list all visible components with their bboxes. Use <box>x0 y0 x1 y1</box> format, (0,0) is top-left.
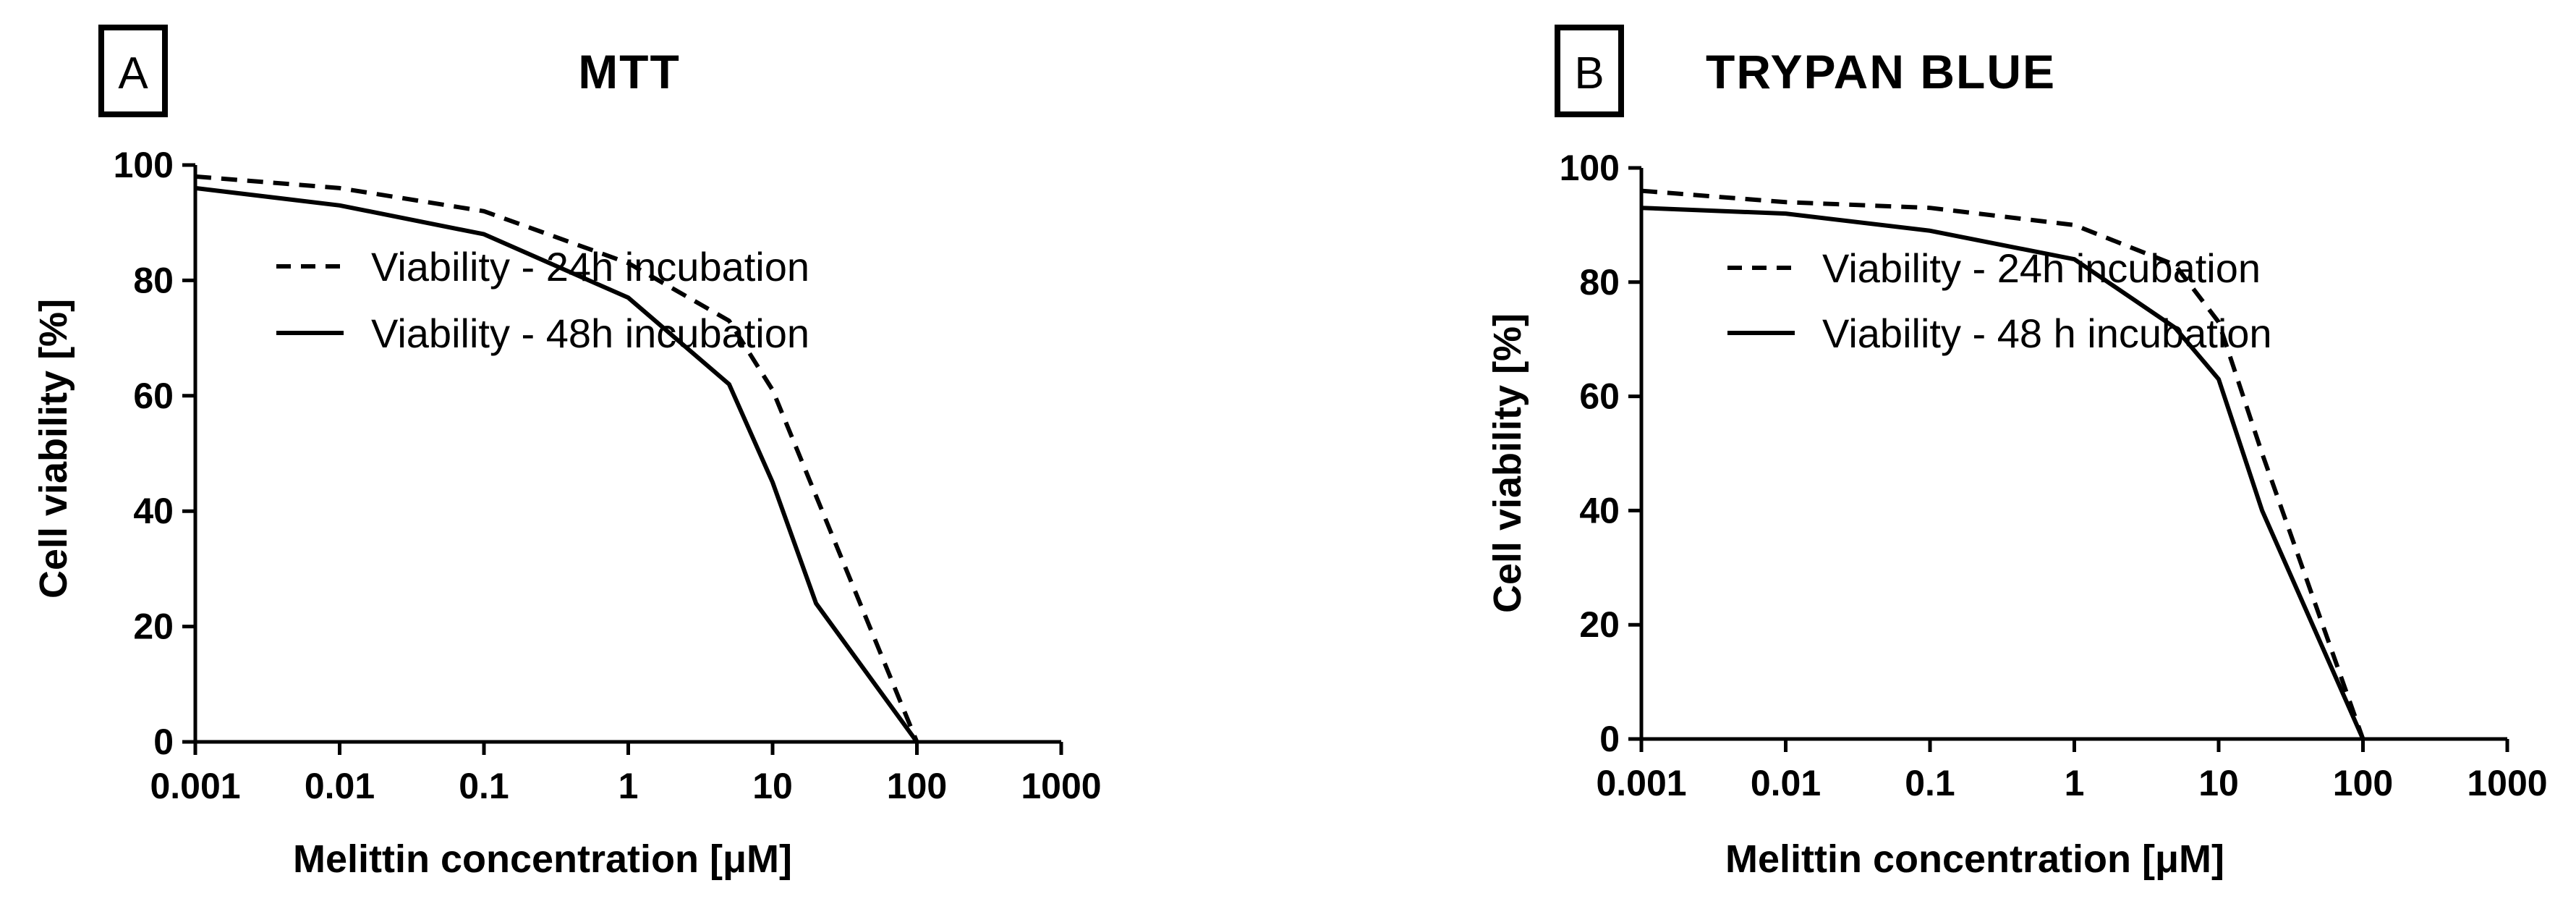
plot-area: 0.001 0.01 0.1 1 10 100 1000 0 20 40 60 80 100 <box>114 145 1102 806</box>
panel-letter-box <box>98 25 168 117</box>
y-axis-label: Cell viability [%] <box>1486 313 1529 613</box>
y-tick-label: 80 <box>133 260 174 300</box>
chart-title: MTT <box>578 45 681 98</box>
x-tick-label: 0.001 <box>1596 763 1686 803</box>
legend-label-24h: Viability - 24h incubation <box>371 244 809 290</box>
x-tick-label: 1 <box>619 766 639 806</box>
x-tick-label: 10 <box>752 766 793 806</box>
panel-letter-box <box>1555 25 1624 117</box>
x-axis-label: Melittin concentration [μM] <box>1725 837 2224 881</box>
x-tick-label: 0.01 <box>1751 763 1821 803</box>
series-line-24h <box>195 174 919 743</box>
plot-area: 0.001 0.01 0.1 1 10 100 1000 0 20 40 60 80 100 <box>1560 148 2548 803</box>
legend-label-48h: Viability - 48h incubation <box>371 311 809 356</box>
panel-letter: A <box>118 48 148 98</box>
x-tick-label: 1000 <box>2467 763 2547 803</box>
chart-title: TRYPAN BLUE <box>1706 45 2056 98</box>
x-tick-label: 10 <box>2198 763 2239 803</box>
y-tick-label: 60 <box>1579 376 1620 417</box>
series-line-24h <box>1641 188 2365 740</box>
series-line-48h <box>1641 206 2365 740</box>
x-tick-label: 0.1 <box>459 766 509 806</box>
chart-a: A MTT 0.001 0.01 0.1 1 10 100 1000 0 20 40 60 80 100… <box>32 25 1102 881</box>
x-tick-label: 0.01 <box>305 766 375 806</box>
y-tick-label: 0 <box>153 722 174 762</box>
y-tick-label: 40 <box>133 491 174 531</box>
legend: Viability - 24h incubation Viability - 4… <box>1727 245 2272 356</box>
x-tick-label: 0.1 <box>1905 763 1955 803</box>
x-tick-label: 1 <box>2065 763 2085 803</box>
x-tick-label: 1000 <box>1021 766 1101 806</box>
x-tick-label: 100 <box>887 766 947 806</box>
legend: Viability - 24h incubation Viability - 4… <box>276 244 809 356</box>
legend-label-48h: Viability - 48 h incubation <box>1822 311 2272 356</box>
panel-b: B TRYPAN BLUE 0.001 0.01 0.1 1 10 100 1000 0 20 4… <box>1288 0 2575 904</box>
y-tick-label: 20 <box>1579 604 1620 645</box>
x-tick-label: 100 <box>2333 763 2393 803</box>
y-axis-label: Cell viability [%] <box>32 299 75 599</box>
y-tick-label: 60 <box>133 376 174 416</box>
panel-a: A MTT 0.001 0.01 0.1 1 10 100 1000 0 20 40 60 80 100… <box>32 25 1102 881</box>
y-tick-label: 100 <box>114 145 174 185</box>
y-tick-label: 100 <box>1560 148 1620 188</box>
panel-letter: B <box>1574 48 1604 98</box>
y-tick-label: 20 <box>133 607 174 647</box>
chart-b: B TRYPAN BLUE 0.001 0.01 0.1 1 10 100 1000 0 20 4… <box>1486 25 2548 881</box>
y-tick-label: 0 <box>1599 719 1620 759</box>
legend-label-24h: Viability - 24h incubation <box>1822 245 2261 291</box>
y-tick-label: 40 <box>1579 490 1620 531</box>
x-tick-label: 0.001 <box>150 766 240 806</box>
y-tick-label: 80 <box>1579 262 1620 303</box>
x-axis-label: Melittin concentration [μM] <box>293 837 792 881</box>
series-line-48h <box>195 185 919 743</box>
